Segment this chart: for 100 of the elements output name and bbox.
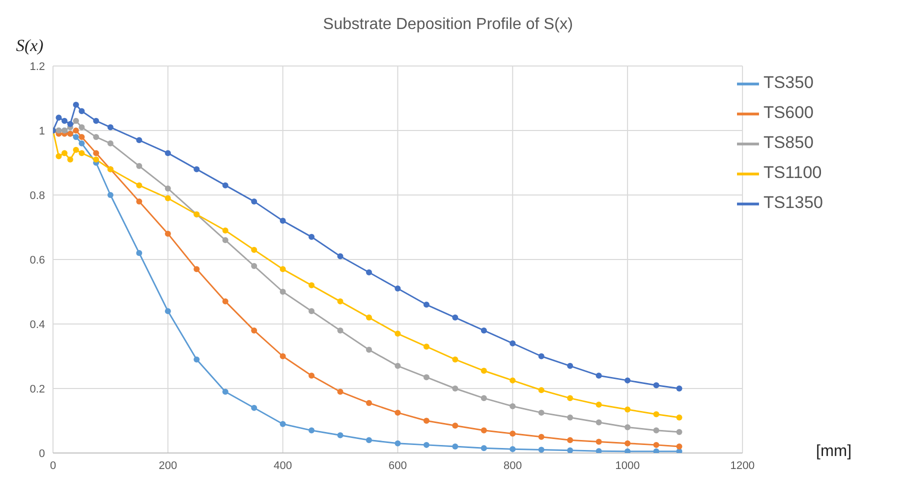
point [164, 308, 171, 314]
y-tick-label: 0 [38, 448, 45, 460]
point [78, 124, 85, 130]
point [72, 146, 79, 153]
point [164, 150, 171, 156]
point [107, 140, 114, 146]
point [366, 269, 372, 276]
point [222, 227, 228, 234]
point [251, 262, 258, 269]
point [308, 282, 315, 288]
point [423, 418, 430, 424]
point [251, 246, 258, 253]
point [136, 162, 142, 169]
point [596, 419, 602, 426]
point [510, 430, 516, 437]
legend-label: TS600 [763, 103, 814, 122]
point [308, 372, 315, 379]
point [452, 356, 458, 362]
point [423, 344, 430, 350]
point [653, 448, 660, 453]
y-tick-label: 0.2 [30, 383, 45, 396]
point [510, 340, 516, 346]
y-axis-title: S(x) [16, 36, 44, 56]
point [538, 410, 544, 416]
point [596, 372, 602, 379]
point [366, 346, 372, 353]
point [480, 427, 487, 434]
point [567, 395, 574, 402]
point [366, 400, 372, 406]
point [394, 362, 401, 369]
point [653, 427, 660, 434]
point [366, 437, 372, 444]
point [251, 327, 258, 334]
point [136, 182, 142, 188]
point [93, 150, 100, 156]
point [280, 218, 286, 224]
point [337, 253, 344, 260]
point [510, 377, 516, 384]
point [67, 121, 74, 128]
point [194, 356, 200, 362]
point [136, 198, 142, 204]
point [194, 166, 200, 172]
point [394, 410, 401, 416]
x-tick-label: 200 [158, 460, 178, 472]
point [136, 137, 142, 144]
point [222, 237, 228, 244]
point [480, 445, 487, 452]
point [164, 195, 171, 202]
point [538, 353, 544, 360]
point [337, 327, 344, 334]
y-tick-label: 1.2 [30, 60, 45, 73]
point [93, 134, 100, 140]
point [624, 448, 631, 453]
point [596, 402, 602, 408]
point [423, 374, 430, 380]
point [280, 353, 286, 360]
y-tick-label: 0.8 [30, 190, 45, 202]
point [676, 414, 682, 421]
point [676, 429, 682, 436]
point [194, 266, 200, 272]
point [624, 440, 631, 446]
point [222, 182, 228, 188]
point [107, 192, 114, 198]
point [567, 437, 574, 444]
point [480, 327, 487, 334]
y-tick-label: 0.6 [30, 254, 45, 266]
point [337, 298, 344, 304]
point [452, 386, 458, 392]
point [61, 118, 68, 124]
point [480, 395, 487, 402]
point [624, 377, 631, 384]
point [280, 266, 286, 272]
point [567, 414, 574, 421]
point [308, 427, 315, 434]
point [394, 440, 401, 446]
point [251, 404, 258, 411]
point [222, 388, 228, 395]
point [72, 128, 79, 134]
point [78, 150, 85, 156]
x-tick-label: 800 [503, 460, 522, 472]
point [164, 186, 171, 192]
point [56, 153, 62, 160]
point [366, 314, 372, 321]
point [280, 288, 286, 295]
point [676, 444, 682, 450]
point [624, 424, 631, 430]
point [78, 140, 85, 146]
point [164, 230, 171, 237]
point [452, 422, 458, 429]
point [567, 362, 574, 369]
point [337, 432, 344, 438]
point [676, 386, 682, 392]
point [394, 330, 401, 337]
point [653, 411, 660, 418]
point [67, 156, 74, 163]
legend-label: TS1100 [763, 163, 822, 182]
point [653, 382, 660, 388]
point [510, 403, 516, 410]
point [61, 150, 68, 156]
point [136, 250, 142, 256]
